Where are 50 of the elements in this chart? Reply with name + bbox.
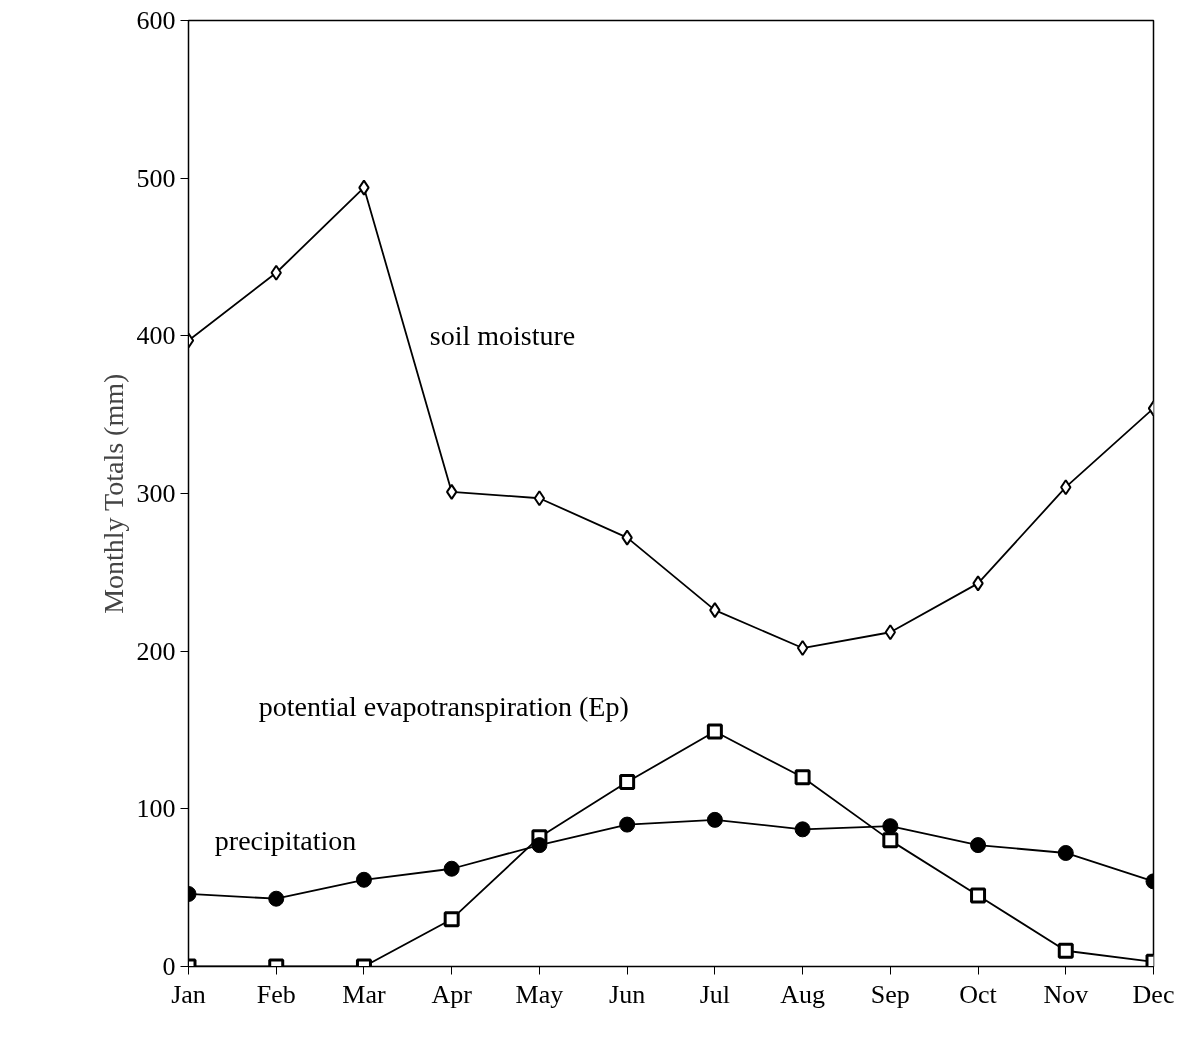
point [970,837,987,854]
point [443,911,460,928]
point [531,837,548,854]
point [970,887,987,904]
point [972,575,984,592]
y-tick-label: 100 [136,794,176,824]
x-tick-label: Jan [171,979,206,1009]
series-label: potential evapotranspiration (Ep) [258,690,629,722]
point [794,769,811,786]
point [706,811,723,828]
point [533,490,546,507]
x-tick-label: Feb [256,979,296,1009]
y-tick-label: 300 [136,479,176,508]
point [270,264,282,281]
y-tick-label: 600 [136,6,176,35]
x-tick-label: May [515,979,564,1009]
x-tick-label: Jul [699,979,731,1009]
point [621,529,633,546]
point [358,179,370,196]
point [446,483,458,500]
x-tick-label: Nov [1043,979,1089,1009]
point [882,832,899,849]
y-tick-label: 200 [136,636,176,666]
series-label: soil moisture [429,320,576,352]
y-tick-label: 0 [162,952,176,981]
x-tick-label: Jun [609,979,646,1009]
point [1060,479,1072,496]
point [268,890,285,907]
x-tick-label: Oct [959,979,998,1009]
y-tick-label: 500 [136,163,176,193]
point [619,816,636,833]
point [619,774,636,791]
series-label: precipitation [214,824,357,856]
x-tick-label: Dec [1132,979,1175,1009]
x-tick-label: Sep [870,979,910,1009]
x-tick-label: Aug [780,979,825,1009]
point [794,821,811,838]
point [1057,844,1074,861]
point [1057,942,1074,959]
point [355,871,372,888]
point [882,818,899,835]
point [709,602,721,619]
x-tick-label: Mar [342,979,386,1009]
point [706,723,723,740]
point [796,640,809,657]
point [443,860,460,877]
y-tick-label: 400 [136,321,176,351]
x-tick-label: Apr [431,979,473,1009]
y-axis-title: Monthly Totals (mm) [97,373,129,614]
point [884,624,896,641]
